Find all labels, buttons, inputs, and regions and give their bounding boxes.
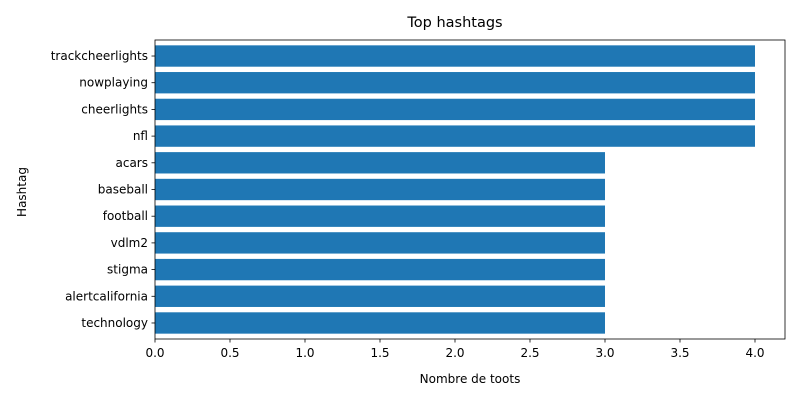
bar-trackcheerlights — [155, 45, 755, 67]
bar-technology — [155, 312, 605, 334]
y-tick-label: cheerlights — [81, 102, 148, 116]
plot-frame — [154, 39, 786, 340]
bar-alertcalifornia — [155, 285, 605, 307]
y-tick-label: baseball — [98, 183, 148, 197]
x-tick-label: 1.5 — [370, 346, 389, 360]
y-tick-label: nfl — [133, 129, 148, 143]
bars-group — [155, 45, 755, 334]
x-tick-label: 0.0 — [145, 346, 164, 360]
y-tick-label: stigma — [107, 263, 148, 277]
bar-cheerlights — [155, 98, 755, 121]
x-axis-ticks: 0.0 0.5 1.0 1.5 2.0 2.5 3.0 3.5 4.0 — [145, 339, 765, 360]
x-tick-label: 2.0 — [445, 346, 464, 360]
x-axis-label: Nombre de toots — [420, 372, 521, 386]
x-tick-label: 3.0 — [595, 346, 614, 360]
y-tick-label: technology — [81, 316, 148, 330]
bar-vdlm2 — [155, 232, 605, 254]
x-tick-label: 2.5 — [520, 346, 539, 360]
x-tick-label: 1.0 — [295, 346, 314, 360]
y-axis-ticks: trackcheerlights nowplaying cheerlights nfl… — [51, 49, 155, 330]
chart-title: Top hashtags — [406, 15, 502, 31]
y-tick-label: acars — [116, 156, 149, 170]
x-tick-label: 4.0 — [745, 346, 764, 360]
y-tick-label: vdlm2 — [111, 236, 148, 250]
y-axis-label: Hashtag — [15, 167, 29, 217]
bar-nowplaying — [155, 72, 755, 94]
bar-stigma — [155, 258, 605, 281]
y-tick-label: alertcalifornia — [65, 289, 148, 303]
bar-football — [155, 205, 605, 227]
bar-nfl — [155, 125, 755, 147]
y-tick-label: trackcheerlights — [51, 49, 148, 63]
y-tick-label: nowplaying — [79, 76, 148, 90]
bar-acars — [155, 152, 605, 174]
bar-baseball — [155, 178, 605, 201]
x-tick-label: 3.5 — [670, 346, 689, 360]
y-tick-label: football — [103, 209, 148, 223]
x-tick-label: 0.5 — [220, 346, 239, 360]
